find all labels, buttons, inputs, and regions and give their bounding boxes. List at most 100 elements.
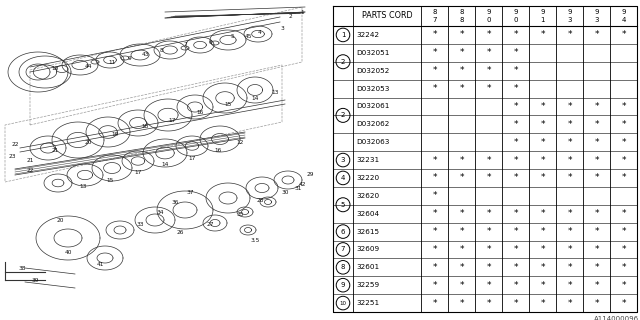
Text: 9: 9	[128, 57, 132, 61]
Text: *: *	[540, 102, 545, 111]
Text: 33: 33	[136, 222, 144, 228]
Text: *: *	[595, 209, 599, 218]
Text: 2: 2	[288, 14, 292, 20]
Text: *: *	[540, 173, 545, 182]
Text: *: *	[567, 173, 572, 182]
Text: 5: 5	[230, 35, 234, 39]
Text: 9: 9	[513, 9, 518, 15]
Text: *: *	[567, 281, 572, 290]
Text: *: *	[621, 245, 626, 254]
Text: 32601: 32601	[356, 264, 379, 270]
Text: *: *	[513, 227, 518, 236]
Text: 41: 41	[96, 262, 104, 268]
Text: *: *	[621, 138, 626, 147]
Text: 16: 16	[196, 110, 204, 116]
Text: *: *	[567, 120, 572, 129]
Text: *: *	[621, 156, 626, 164]
Text: 8: 8	[340, 264, 345, 270]
Text: *: *	[540, 209, 545, 218]
Text: *: *	[621, 227, 626, 236]
Text: *: *	[595, 120, 599, 129]
Text: *: *	[486, 227, 491, 236]
Text: 11: 11	[108, 60, 116, 65]
Text: *: *	[432, 245, 436, 254]
Text: *: *	[621, 120, 626, 129]
Text: *: *	[540, 281, 545, 290]
Text: 17: 17	[168, 117, 176, 123]
Text: 9: 9	[486, 9, 491, 15]
Text: 3: 3	[595, 17, 599, 23]
Text: 32242: 32242	[356, 32, 379, 38]
Text: 36: 36	[172, 199, 179, 204]
Text: *: *	[595, 227, 599, 236]
Text: A114000096: A114000096	[594, 316, 639, 320]
Text: D032061: D032061	[356, 103, 389, 109]
Text: *: *	[621, 299, 626, 308]
Text: *: *	[460, 156, 464, 164]
Text: 8: 8	[160, 47, 164, 52]
Text: *: *	[432, 299, 436, 308]
Text: *: *	[460, 263, 464, 272]
Text: *: *	[460, 84, 464, 93]
Text: *: *	[460, 227, 464, 236]
Text: 15: 15	[106, 178, 114, 182]
Text: 13: 13	[271, 90, 278, 94]
Text: *: *	[513, 263, 518, 272]
Text: D032063: D032063	[356, 139, 389, 145]
Text: 20: 20	[56, 218, 64, 222]
Text: *: *	[513, 48, 518, 57]
Text: 18: 18	[141, 124, 148, 130]
Text: 32231: 32231	[356, 157, 379, 163]
Text: 32251: 32251	[356, 300, 379, 306]
Text: *: *	[432, 281, 436, 290]
Text: *: *	[432, 173, 436, 182]
Text: D032051: D032051	[356, 50, 389, 56]
Text: *: *	[540, 227, 545, 236]
Text: *: *	[460, 281, 464, 290]
Text: *: *	[595, 299, 599, 308]
Text: 34: 34	[156, 210, 164, 214]
Text: 23: 23	[8, 155, 16, 159]
Text: *: *	[513, 138, 518, 147]
Text: *: *	[513, 281, 518, 290]
Text: *: *	[567, 102, 572, 111]
Text: *: *	[460, 209, 464, 218]
Text: 9: 9	[567, 9, 572, 15]
Text: *: *	[567, 227, 572, 236]
Text: *: *	[432, 227, 436, 236]
Text: *: *	[486, 299, 491, 308]
Text: 4: 4	[341, 175, 345, 181]
Text: 6: 6	[340, 228, 345, 235]
Text: 10: 10	[339, 300, 346, 306]
Text: *: *	[513, 30, 518, 39]
Text: *: *	[621, 102, 626, 111]
Text: *: *	[513, 173, 518, 182]
Text: *: *	[486, 281, 491, 290]
Text: 17: 17	[134, 171, 141, 175]
Text: *: *	[595, 156, 599, 164]
Text: *: *	[486, 30, 491, 39]
Text: 32620: 32620	[356, 193, 379, 199]
Text: 32604: 32604	[356, 211, 379, 217]
Text: 7: 7	[340, 246, 345, 252]
Text: 14: 14	[161, 163, 169, 167]
Text: *: *	[486, 173, 491, 182]
Text: *: *	[621, 209, 626, 218]
Text: *: *	[595, 281, 599, 290]
Text: 3: 3	[567, 17, 572, 23]
Text: 12: 12	[236, 140, 244, 145]
Text: 16: 16	[214, 148, 221, 153]
Text: *: *	[567, 209, 572, 218]
Text: 6: 6	[208, 39, 212, 44]
Text: 4: 4	[258, 30, 262, 36]
Text: *: *	[460, 48, 464, 57]
Text: 7: 7	[183, 43, 187, 47]
Text: 1: 1	[540, 17, 545, 23]
Text: 44: 44	[84, 63, 92, 68]
Text: *: *	[486, 156, 491, 164]
Text: 35: 35	[236, 212, 244, 218]
Text: *: *	[432, 30, 436, 39]
Text: *: *	[486, 263, 491, 272]
Text: *: *	[486, 84, 491, 93]
Text: 37: 37	[186, 189, 194, 195]
